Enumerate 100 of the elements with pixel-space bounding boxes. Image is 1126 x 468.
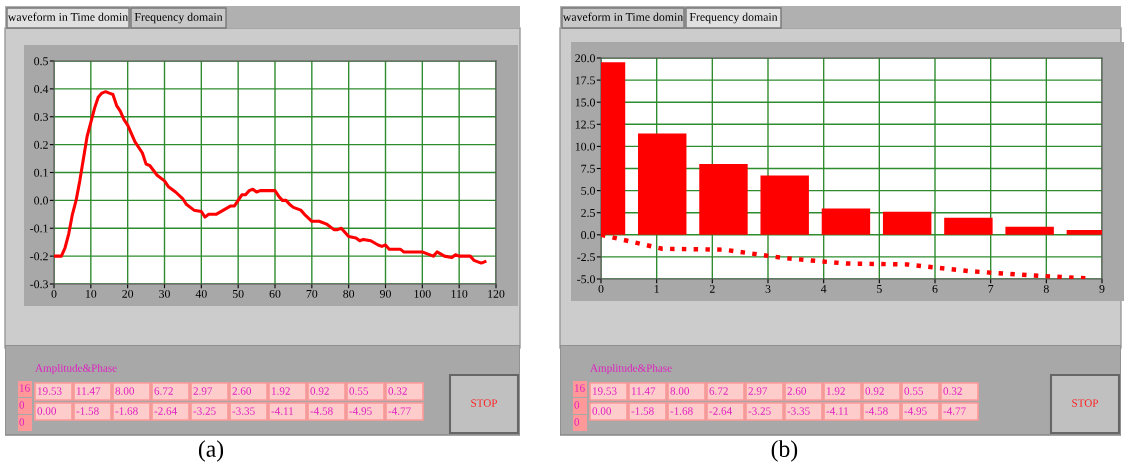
text: 0.55 <box>904 387 924 395</box>
x-tick-label: 1 <box>654 284 659 293</box>
bar <box>821 208 871 235</box>
bar <box>638 133 687 235</box>
text: -4.95 <box>904 407 927 415</box>
text: 16 <box>19 384 30 392</box>
x-tick-label: 6 <box>932 284 938 293</box>
y-tick-label: -0.2 <box>30 252 48 261</box>
text: 11.47 <box>76 387 101 395</box>
line-series <box>54 90 487 265</box>
x-tick-label: 30 <box>159 289 170 298</box>
text: 0.00 <box>592 407 612 415</box>
text: (a) <box>198 440 224 462</box>
y-tick-label: 0.5 <box>34 57 48 66</box>
x-tick-label: 90 <box>379 289 391 298</box>
x-tick-label: 4 <box>820 284 827 293</box>
text: 1.92 <box>826 387 845 395</box>
x-tick-label: 0 <box>51 289 57 298</box>
text: 2.60 <box>232 387 252 395</box>
y-tick-label: 0.1 <box>34 168 48 177</box>
y-tick-label: -5.0 <box>577 275 595 284</box>
text: 8.00 <box>670 387 690 395</box>
text: 0.92 <box>310 387 329 395</box>
y-tick-label: 20.0 <box>575 54 595 63</box>
x-tick-label: 3 <box>765 284 771 293</box>
x-tick-label: 110 <box>451 289 468 298</box>
y-tick-label: 0.2 <box>34 140 48 149</box>
text: 0 <box>574 401 580 409</box>
text: 6.72 <box>709 387 728 395</box>
x-tick-label: 60 <box>269 289 281 298</box>
y-tick-label: 0.3 <box>34 113 48 122</box>
bar <box>882 211 932 235</box>
text: 0 <box>574 418 580 426</box>
text: Frequency domain <box>134 12 223 24</box>
text: -4.58 <box>310 407 333 415</box>
x-tick-label: 9 <box>1099 284 1105 293</box>
text: Frequency domain <box>689 12 778 24</box>
text: 0.32 <box>388 387 407 395</box>
x-tick-label: 70 <box>306 289 318 298</box>
text: 0 <box>19 401 25 409</box>
x-tick-label: 8 <box>1043 284 1049 293</box>
bar <box>944 217 993 235</box>
text: -3.35 <box>232 407 255 415</box>
text: waveform in Time domin <box>562 12 683 21</box>
text: -2.64 <box>709 407 732 415</box>
y-tick-label: 0.0 <box>34 196 48 205</box>
text: -1.58 <box>76 407 99 415</box>
text: -4.11 <box>826 407 849 415</box>
text: 0.32 <box>943 387 962 395</box>
text: (b) <box>771 440 798 462</box>
text: 2.97 <box>748 387 768 395</box>
y-tick-label: 17.5 <box>575 76 595 85</box>
x-tick-label: 20 <box>122 289 134 298</box>
text: waveform in Time domin <box>7 12 128 21</box>
text: -2.64 <box>154 407 177 415</box>
y-tick-label: 2.5 <box>581 208 595 217</box>
x-tick-label: 40 <box>195 289 207 298</box>
x-tick-label: 10 <box>85 289 97 298</box>
bar <box>1005 226 1054 235</box>
text: 11.47 <box>631 387 656 395</box>
text: -3.25 <box>193 407 216 415</box>
x-tick-label: 2 <box>709 284 715 293</box>
x-tick-label: 120 <box>488 289 505 298</box>
text: 19.53 <box>37 387 62 395</box>
y-tick-label: -2.5 <box>577 253 595 262</box>
y-tick-label: 5.0 <box>581 186 595 195</box>
text: 6.72 <box>154 387 173 395</box>
text: -1.58 <box>631 407 654 415</box>
text: 0 <box>19 418 25 426</box>
x-tick-label: 100 <box>414 289 431 298</box>
text: -3.25 <box>748 407 771 415</box>
text: -4.11 <box>271 407 294 415</box>
x-tick-label: 50 <box>232 289 244 298</box>
y-tick-label: -0.1 <box>30 224 48 233</box>
text: 1.92 <box>271 387 290 395</box>
text: 0.00 <box>37 407 57 415</box>
text: -1.68 <box>670 407 693 415</box>
y-tick-label: -0.3 <box>30 280 48 289</box>
text: STOP <box>471 399 498 407</box>
text: 2.97 <box>193 387 213 395</box>
text: STOP <box>1072 399 1099 407</box>
y-tick-label: 10.0 <box>575 142 595 151</box>
text: 16 <box>574 384 585 392</box>
y-tick-label: 0.0 <box>581 231 595 240</box>
text: -4.95 <box>349 407 372 415</box>
text: -4.58 <box>865 407 888 415</box>
text: Amplitude&Phase <box>590 363 672 375</box>
x-tick-label: 0 <box>598 284 604 293</box>
text: 0.92 <box>865 387 884 395</box>
y-tick-label: 15.0 <box>575 98 595 107</box>
x-tick-label: 5 <box>877 285 882 293</box>
text: -3.35 <box>787 407 810 415</box>
y-tick-label: 12.5 <box>575 120 595 129</box>
x-tick-label: 80 <box>343 289 355 298</box>
text: Amplitude&Phase <box>35 363 117 375</box>
bar <box>699 164 748 235</box>
text: -1.68 <box>115 407 138 415</box>
text: 8.00 <box>115 387 135 395</box>
x-tick-label: 7 <box>988 285 994 293</box>
text: 19.53 <box>592 387 617 395</box>
